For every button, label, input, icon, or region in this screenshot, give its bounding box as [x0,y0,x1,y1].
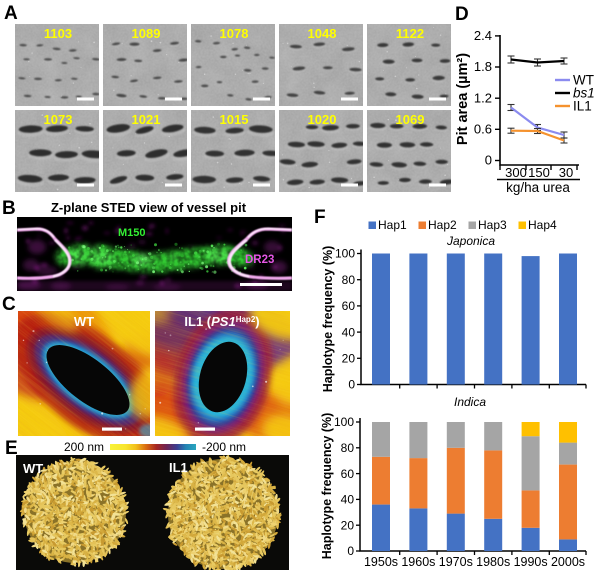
svg-text:80: 80 [342,273,356,287]
svg-text:1078: 1078 [220,26,249,41]
svg-text:WT: WT [23,461,43,476]
svg-text:M150: M150 [118,227,146,239]
svg-text:Haplotype frequency (%): Haplotype frequency (%) [320,413,334,560]
svg-text:1089: 1089 [132,26,161,41]
svg-text:1073: 1073 [44,112,73,127]
svg-text:1950s: 1950s [364,555,398,569]
svg-text:Haplotype frequency (%): Haplotype frequency (%) [321,246,335,393]
svg-text:Hap2: Hap2 [428,218,457,232]
svg-text:1.2: 1.2 [474,90,492,105]
svg-text:60: 60 [342,299,356,313]
svg-text:2.4: 2.4 [474,28,492,43]
svg-text:Japonica: Japonica [446,234,495,248]
svg-text:2000s: 2000s [551,555,585,569]
svg-text:100: 100 [334,415,354,429]
svg-text:kg/ha urea: kg/ha urea [506,180,570,195]
svg-text:80: 80 [341,441,355,455]
svg-text:1048: 1048 [308,26,337,41]
svg-text:WT: WT [74,314,94,329]
svg-text:150: 150 [528,165,550,180]
svg-text:0: 0 [347,544,354,558]
svg-text:bs1: bs1 [573,86,595,101]
svg-text:WT: WT [573,73,594,88]
svg-text:Hap3: Hap3 [478,218,507,232]
svg-text:0: 0 [348,378,355,392]
svg-text:0.6: 0.6 [474,122,492,137]
svg-text:30: 30 [559,165,573,180]
svg-text:1122: 1122 [396,26,424,41]
svg-text:40: 40 [342,325,356,339]
svg-text:IL1: IL1 [169,460,188,475]
svg-text:40: 40 [341,493,355,507]
svg-text:Hap4: Hap4 [528,218,557,232]
svg-text:1103: 1103 [44,26,72,41]
svg-text:20: 20 [342,352,356,366]
svg-text:300: 300 [505,165,527,180]
svg-text:0: 0 [485,153,492,168]
svg-text:20: 20 [341,518,355,532]
svg-text:1980s: 1980s [476,555,510,569]
svg-text:IL1: IL1 [573,99,592,114]
svg-text:1015: 1015 [220,112,249,127]
svg-text:Hap1: Hap1 [378,218,407,232]
svg-text:60: 60 [341,467,355,481]
svg-text:1970s: 1970s [439,555,473,569]
svg-text:100: 100 [335,247,355,261]
svg-text:1021: 1021 [132,112,161,127]
svg-text:1020: 1020 [308,112,337,127]
svg-text:1069: 1069 [396,112,425,127]
svg-text:Pit area (µm²): Pit area (µm²) [455,53,471,145]
svg-text:1990s: 1990s [514,555,548,569]
svg-text:DR23: DR23 [245,254,274,266]
svg-text:1960s: 1960s [401,555,435,569]
svg-text:1.8: 1.8 [474,59,492,74]
svg-text:Indica: Indica [454,395,486,409]
